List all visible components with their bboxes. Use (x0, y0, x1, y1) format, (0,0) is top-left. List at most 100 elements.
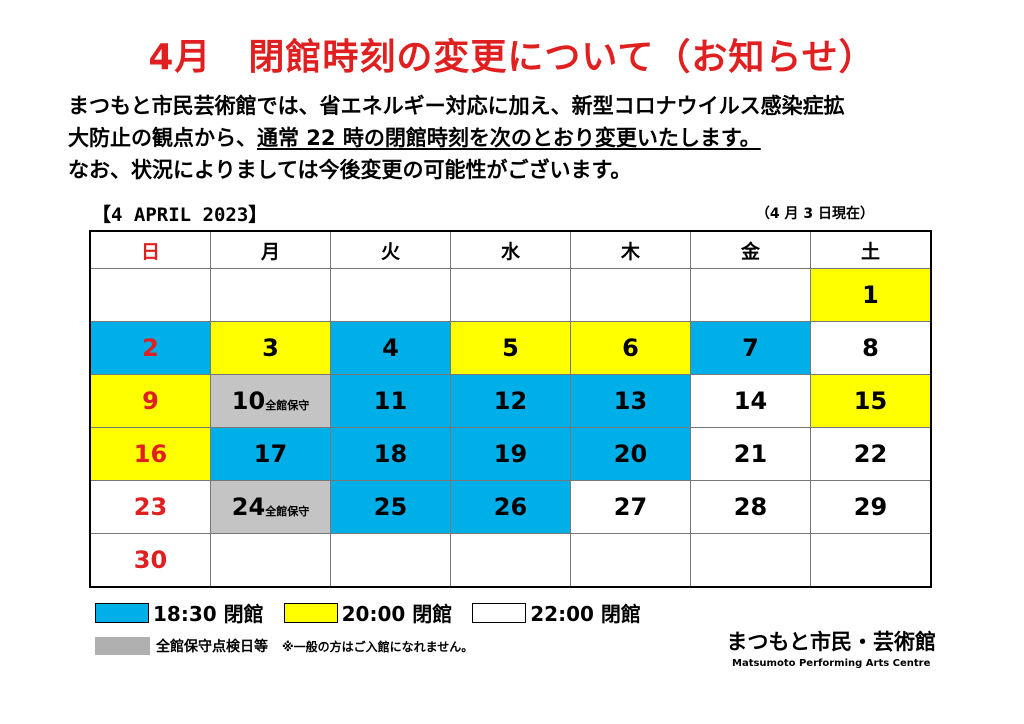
logo-english: Matsumoto Performing Arts Centre (732, 658, 931, 669)
legend-gray: 全館保守点検日等 ※一般の方はご入館になれません。 (95, 636, 473, 656)
day-number: 28 (733, 493, 768, 521)
page-title: 4月 閉館時刻の変更について（お知らせ） (148, 37, 876, 78)
calendar-day-cell: 16 (89, 427, 211, 481)
day-number: 3 (262, 334, 279, 362)
day-number: 12 (493, 387, 528, 415)
day-number: 20 (613, 440, 648, 468)
legend-white-swatch (472, 602, 527, 623)
calendar-day-cell: 8 (810, 321, 932, 375)
calendar-empty-cell (690, 268, 811, 322)
legend-gray-note: ※一般の方はご入館になれません。 (282, 639, 474, 654)
legend-yellow-swatch (283, 602, 338, 623)
weekday-header-row: 日月火水木金土 (89, 230, 932, 269)
calendar-day-cell: 4 (330, 321, 451, 375)
legend-white-label: 22:00 閉館 (530, 602, 641, 626)
weekday-header: 日 (89, 230, 211, 269)
day-number: 27 (613, 493, 648, 521)
calendar-day-cell: 10全館保守 (210, 374, 331, 428)
day-number: 24 (231, 493, 266, 521)
calendar-empty-cell (570, 268, 691, 322)
calendar-day-cell: 20 (570, 427, 691, 481)
day-number: 26 (493, 493, 528, 521)
calendar-day-cell: 30 (89, 533, 211, 588)
calendar-day-cell: 11 (330, 374, 451, 428)
calendar-day-cell: 14 (690, 374, 811, 428)
calendar-empty-cell (450, 533, 571, 588)
day-number: 9 (142, 387, 159, 415)
day-number: 22 (853, 440, 888, 468)
day-number: 21 (733, 440, 768, 468)
day-number: 23 (133, 493, 168, 521)
calendar-week-row: 9 10全館保守 11 12 13 14 15 (89, 374, 932, 428)
legend-gray-label: 全館保守点検日等 (156, 639, 268, 655)
calendar-empty-cell (330, 533, 451, 588)
calendar-day-cell: 22 (810, 427, 932, 481)
notice-line-2-plain: 大防止の観点から、 (68, 126, 257, 150)
calendar-title: 【4 APRIL 2023】 (92, 204, 268, 226)
calendar-week-row: 30 (89, 533, 932, 588)
day-number: 5 (502, 334, 519, 362)
calendar-day-cell: 29 (810, 480, 932, 534)
day-number: 13 (613, 387, 648, 415)
calendar-day-cell: 17 (210, 427, 331, 481)
notice-line-2: 大防止の観点から、通常 22 時の閉館時刻を次のとおり変更いたします。 (68, 122, 968, 154)
notice-line-3: なお、状況によりましては今後変更の可能性がございます。 (68, 158, 632, 182)
legend-blue-label: 18:30 閉館 (153, 602, 264, 626)
calendar-empty-cell (210, 268, 331, 322)
logo: まつもと市民・芸術館 Matsumoto Performing Arts Cen… (726, 626, 936, 669)
day-number: 29 (853, 493, 888, 521)
calendar-empty-cell (690, 533, 811, 588)
maintenance-note: 全館保守 (265, 399, 310, 412)
day-number: 7 (742, 334, 759, 362)
legend-yellow: 20:00 閉館 (283, 598, 453, 627)
calendar-day-cell: 12 (450, 374, 571, 428)
weekday-header: 火 (330, 230, 451, 269)
calendar-day-cell: 1 (810, 268, 932, 322)
legend-blue: 18:30 閉館 (95, 598, 264, 627)
legend-blue-swatch (95, 602, 149, 623)
day-number: 6 (622, 334, 639, 362)
calendar-empty-cell (210, 533, 331, 588)
calendar-day-cell: 21 (690, 427, 811, 481)
maintenance-note: 全館保守 (265, 505, 310, 518)
calendar-empty-cell (570, 533, 691, 588)
day-number: 25 (373, 493, 408, 521)
day-number: 2 (142, 334, 159, 362)
calendar-empty-cell (810, 533, 932, 588)
day-number: 11 (373, 387, 408, 415)
day-number: 8 (862, 334, 879, 362)
calendar-day-cell: 26 (450, 480, 571, 534)
calendar-empty-cell (89, 268, 211, 322)
calendar-week-row: 16 17 18 19 20 21 22 (89, 427, 932, 481)
legend-yellow-label: 20:00 閉館 (341, 602, 453, 626)
day-number: 15 (853, 387, 888, 415)
calendar-day-cell: 9 (89, 374, 211, 428)
calendar-day-cell: 15 (810, 374, 932, 428)
day-number: 4 (382, 334, 399, 362)
calendar-empty-cell (330, 268, 451, 322)
calendar-day-cell: 7 (690, 321, 811, 375)
calendar-empty-cell (450, 268, 571, 322)
legend: 18:30 閉館 20:00 閉館 22:00 閉館 (95, 598, 661, 627)
weekday-header: 水 (450, 230, 571, 269)
as-of-date: （4 月 3 日現在） (755, 206, 874, 222)
calendar-day-cell: 19 (450, 427, 571, 481)
day-number: 17 (253, 440, 288, 468)
logo-japanese: まつもと市民・芸術館 (726, 629, 936, 654)
notice-line-2-underlined: 通常 22 時の閉館時刻を次のとおり変更いたします。 (257, 126, 761, 150)
notice-line-1: まつもと市民芸術館では、省エネルギー対応に加え、新型コロナウイルス感染症拡 (68, 94, 845, 118)
day-number: 1 (862, 281, 879, 309)
day-number: 14 (733, 387, 768, 415)
calendar-day-cell: 13 (570, 374, 691, 428)
calendar-week-row: 2 3 4 5 6 7 8 (89, 321, 932, 375)
calendar-day-cell: 25 (330, 480, 451, 534)
day-number: 10 (231, 387, 266, 415)
calendar-day-cell: 3 (210, 321, 331, 375)
weekday-header: 木 (570, 230, 691, 269)
calendar-table: 日月火水木金土 1 2 3 4 5 6 7 8 9 10全館保守 11 12 13 14 15 16 17 18 1… (89, 230, 932, 588)
day-number: 16 (133, 440, 168, 468)
calendar-body: 1 2 3 4 5 6 7 8 9 10全館保守 11 12 13 14 15 16 17 18 19 20 21 22 2… (89, 268, 932, 588)
calendar-day-cell: 27 (570, 480, 691, 534)
calendar-day-cell: 24全館保守 (210, 480, 331, 534)
weekday-header: 金 (690, 230, 811, 269)
